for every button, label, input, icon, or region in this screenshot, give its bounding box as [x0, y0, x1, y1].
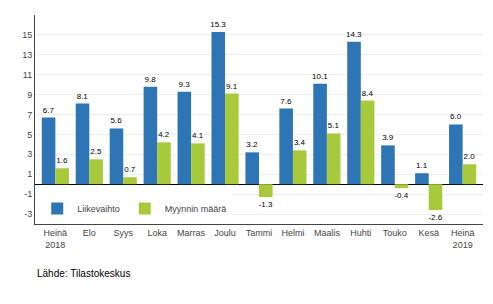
svg-text:5: 5 — [27, 130, 32, 140]
svg-text:-1: -1 — [24, 189, 32, 199]
svg-text:3.2: 3.2 — [246, 140, 258, 149]
svg-text:Lähde: Tilastokeskus: Lähde: Tilastokeskus — [37, 268, 130, 279]
svg-text:Liikevaihto: Liikevaihto — [77, 204, 120, 214]
svg-text:14.3: 14.3 — [346, 30, 362, 39]
svg-text:13: 13 — [22, 50, 32, 60]
svg-text:2.0: 2.0 — [464, 152, 476, 161]
svg-text:Joulu: Joulu — [214, 228, 236, 238]
svg-text:10.1: 10.1 — [312, 72, 328, 81]
svg-text:9.1: 9.1 — [226, 82, 238, 91]
svg-text:4.2: 4.2 — [158, 130, 170, 139]
svg-text:8.1: 8.1 — [77, 92, 89, 101]
svg-text:5.1: 5.1 — [328, 121, 340, 130]
svg-text:9.3: 9.3 — [178, 80, 190, 89]
svg-text:Heinä2019: Heinä2019 — [451, 228, 475, 250]
svg-text:Syys: Syys — [113, 228, 133, 238]
svg-text:Touko: Touko — [383, 228, 407, 238]
svg-text:Huhti: Huhti — [350, 228, 371, 238]
svg-text:-1.3: -1.3 — [259, 200, 273, 209]
svg-text:7.6: 7.6 — [280, 97, 292, 106]
svg-text:3.4: 3.4 — [294, 138, 306, 147]
svg-text:Loka: Loka — [147, 228, 167, 238]
svg-text:Kesä: Kesä — [418, 228, 439, 238]
svg-text:15.3: 15.3 — [210, 20, 226, 29]
svg-text:Tammi: Tammi — [246, 228, 273, 238]
svg-text:3.9: 3.9 — [382, 133, 394, 142]
svg-text:-3: -3 — [24, 209, 32, 219]
svg-text:1: 1 — [27, 169, 32, 179]
svg-text:Elo: Elo — [83, 228, 96, 238]
svg-text:6.0: 6.0 — [450, 112, 462, 121]
svg-text:3: 3 — [27, 149, 32, 159]
svg-text:1.6: 1.6 — [56, 156, 68, 165]
svg-text:-2.6: -2.6 — [428, 213, 442, 222]
svg-text:Myynnin määrä: Myynnin määrä — [165, 204, 227, 214]
svg-text:11: 11 — [23, 70, 32, 80]
svg-text:0.7: 0.7 — [124, 165, 136, 174]
svg-text:1.1: 1.1 — [416, 161, 428, 170]
svg-text:9: 9 — [27, 90, 32, 100]
svg-text:6.7: 6.7 — [43, 106, 55, 115]
svg-text:Marras: Marras — [177, 228, 206, 238]
svg-text:-0.4: -0.4 — [394, 191, 408, 200]
svg-text:7: 7 — [27, 110, 32, 120]
svg-text:15: 15 — [22, 30, 32, 40]
svg-text:9.8: 9.8 — [145, 75, 157, 84]
svg-text:Helmi: Helmi — [281, 228, 304, 238]
svg-text:5.6: 5.6 — [111, 116, 123, 125]
svg-text:4.1: 4.1 — [192, 131, 204, 140]
svg-text:2.5: 2.5 — [90, 147, 102, 156]
svg-text:8.4: 8.4 — [362, 89, 374, 98]
svg-text:Maalis: Maalis — [314, 228, 341, 238]
svg-text:Heinä2018: Heinä2018 — [44, 228, 68, 250]
